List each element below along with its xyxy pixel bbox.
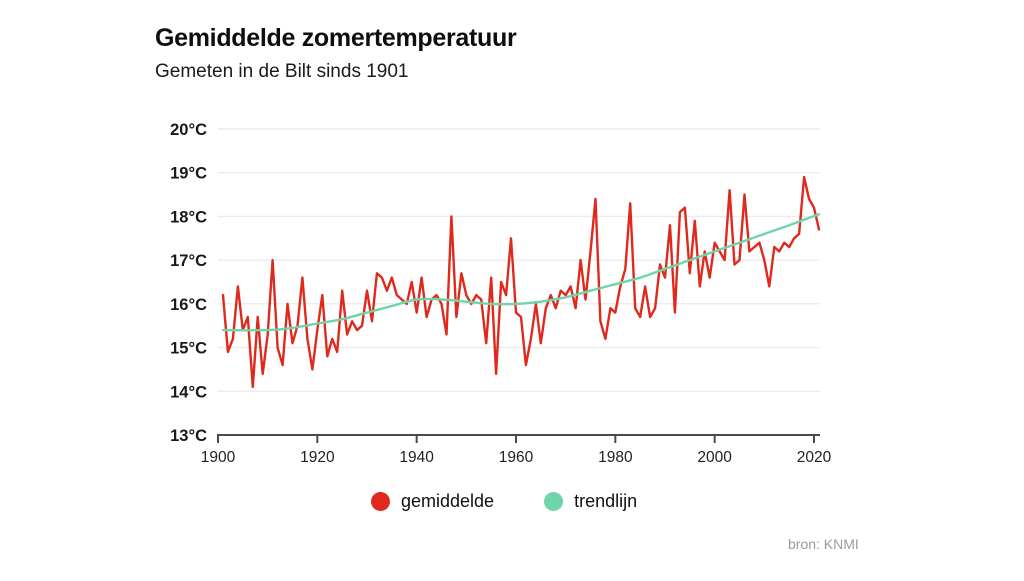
legend-label: trendlijn xyxy=(574,491,638,511)
chart-header: Gemiddelde zomertemperatuur Gemeten in d… xyxy=(155,24,517,83)
svg-text:14°C: 14°C xyxy=(170,383,207,401)
svg-text:1960: 1960 xyxy=(499,449,534,466)
svg-text:16°C: 16°C xyxy=(170,296,207,314)
svg-text:1900: 1900 xyxy=(201,449,236,466)
legend-item-trendlijn: trendlijn xyxy=(544,491,637,512)
teal-trend-dot-icon xyxy=(544,492,564,511)
source-credit: bron: KNMI xyxy=(788,536,859,552)
svg-text:1920: 1920 xyxy=(300,449,335,466)
page-subtitle: Gemeten in de Bilt sinds 1901 xyxy=(155,61,409,82)
legend-label: gemiddelde xyxy=(401,491,495,511)
svg-text:1940: 1940 xyxy=(399,449,434,466)
svg-text:20°C: 20°C xyxy=(170,121,207,139)
legend-item-gemiddelde: gemiddelde xyxy=(371,491,494,512)
svg-text:2000: 2000 xyxy=(697,449,732,466)
svg-text:13°C: 13°C xyxy=(170,427,207,445)
svg-text:2020: 2020 xyxy=(797,449,832,466)
svg-text:19°C: 19°C xyxy=(170,165,207,183)
svg-text:15°C: 15°C xyxy=(170,340,207,358)
page-title: Gemiddelde zomertemperatuur xyxy=(155,24,517,52)
svg-text:18°C: 18°C xyxy=(170,208,207,226)
svg-text:1980: 1980 xyxy=(598,449,633,466)
chart-legend: gemiddelde trendlijn xyxy=(371,491,637,512)
svg-text:17°C: 17°C xyxy=(170,252,207,270)
red-series-dot-icon xyxy=(371,492,390,511)
